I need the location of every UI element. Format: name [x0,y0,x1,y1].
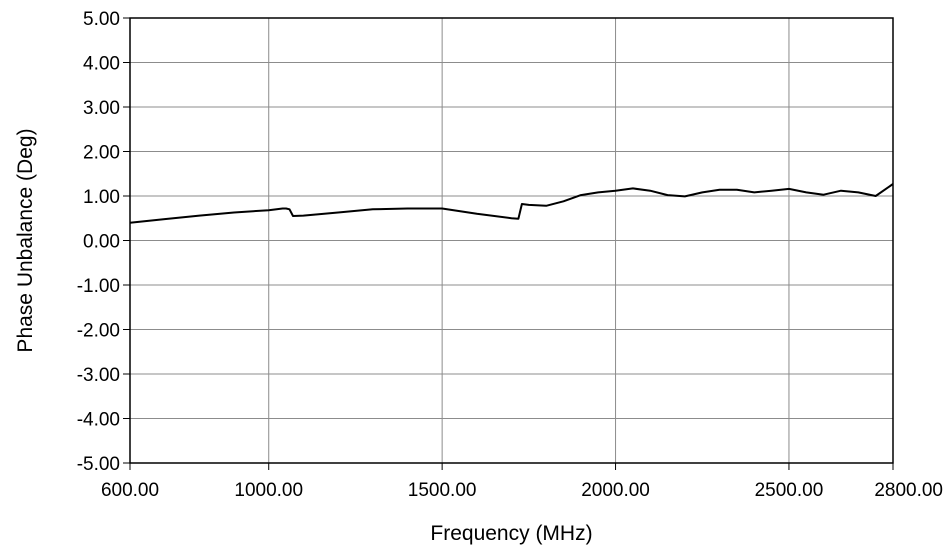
x-tick-label: 2000.00 [581,480,650,501]
x-tick-label: 2800.00 [874,480,943,501]
axis-ticks [123,17,894,470]
y-tick-label: -4.00 [77,410,120,431]
x-tick-label: 600.00 [101,480,159,501]
tick-labels: 5.00 4.00 3.00 2.00 1.00 0.00 -1.00 -2.00 -3.00 -… [77,9,943,501]
y-tick-label: 0.00 [83,232,120,253]
grid-lines [129,17,894,464]
x-tick-label: 1500.00 [408,480,477,501]
x-axis-title: Frequency (MHz) [430,522,592,545]
y-tick-label: 5.00 [83,9,120,30]
y-tick-label: 3.00 [83,98,120,119]
x-tick-label: 1000.00 [234,480,303,501]
y-tick-label: -3.00 [77,365,120,386]
y-tick-label: 1.00 [83,187,120,208]
y-tick-label: -2.00 [77,321,120,342]
x-tick-label: 2500.00 [755,480,824,501]
y-tick-label: 4.00 [83,54,120,75]
series-layer [129,183,894,224]
y-tick-label: -5.00 [77,454,120,475]
y-tick-label: -1.00 [77,276,120,297]
series-line [129,183,894,224]
y-axis-title: Phase Unbalance (Deg) [14,128,37,352]
y-tick-label: 2.00 [83,143,120,164]
